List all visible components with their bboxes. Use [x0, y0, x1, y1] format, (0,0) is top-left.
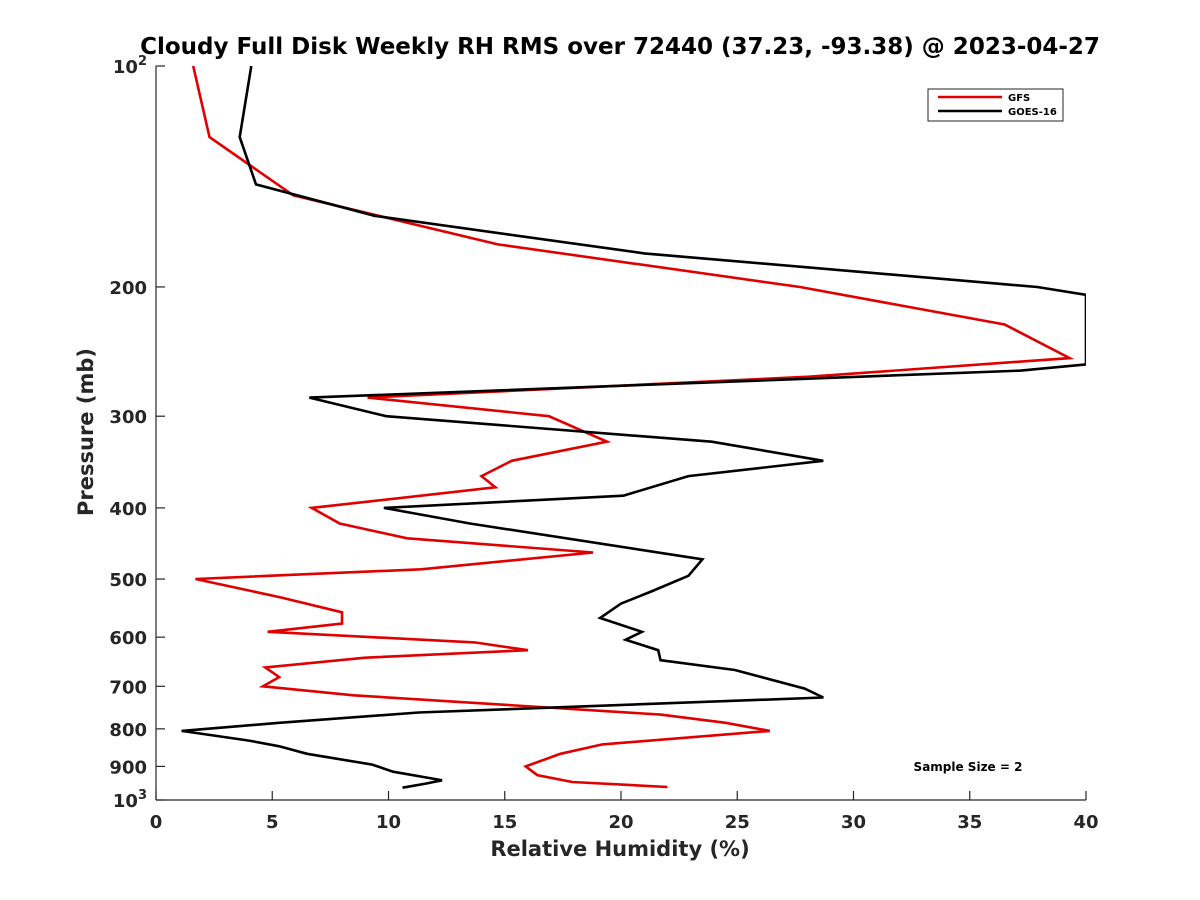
x-tick-label: 30: [841, 812, 866, 833]
x-tick-label: 40: [1073, 812, 1098, 833]
legend: GFS GOES-16: [927, 88, 1064, 122]
x-tick-label: 20: [608, 812, 633, 833]
y-tick-label: 103: [113, 788, 147, 812]
legend-box: [927, 88, 1064, 122]
sample-size-annotation: Sample Size = 2: [914, 760, 1023, 774]
ticks-layer: 0 5 10 15 20 25 30 35 40 102 200 300 400 500 600 700 800…: [109, 54, 1098, 833]
y-tick-label: 600: [109, 628, 147, 649]
x-tick-label: 35: [957, 812, 982, 833]
x-tick-label: 0: [150, 812, 163, 833]
y-tick-label: 400: [109, 499, 147, 520]
x-tick-label: 15: [492, 812, 517, 833]
x-axis-label: Relative Humidity (%): [490, 837, 749, 861]
y-tick-label: 700: [109, 677, 147, 698]
plot-area: [156, 66, 1086, 800]
series-line-goes16: [181, 66, 1086, 789]
legend-label-gfs: GFS: [1008, 93, 1030, 104]
chart-title: Cloudy Full Disk Weekly RH RMS over 7244…: [140, 34, 1100, 60]
y-tick-label: 102: [113, 54, 147, 78]
y-axis-label: Pressure (mb): [74, 348, 98, 516]
x-tick-label: 5: [266, 812, 279, 833]
x-tick-label: 25: [725, 812, 750, 833]
y-tick-label: 800: [109, 720, 147, 741]
x-tick-label: 10: [376, 812, 401, 833]
y-tick-label: 300: [109, 407, 147, 428]
y-tick-label: 900: [109, 757, 147, 778]
y-tick-label: 200: [109, 278, 147, 299]
legend-label-goes16: GOES-16: [1008, 107, 1057, 118]
series-layer: [181, 66, 1086, 789]
y-tick-label: 500: [109, 570, 147, 591]
series-line-gfs: [191, 66, 1075, 789]
